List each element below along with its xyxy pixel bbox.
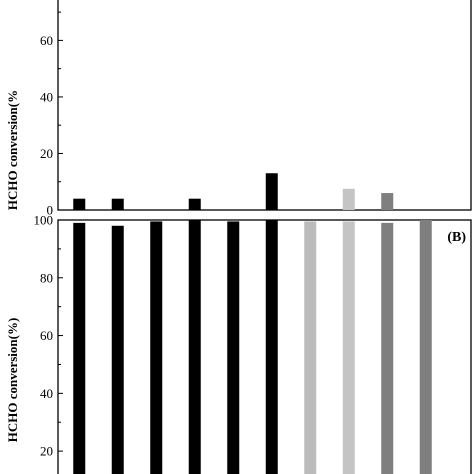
panel-b-bar-3	[150, 221, 163, 474]
panel-b-bar-2	[111, 225, 124, 474]
panel-a-frame	[57, 0, 472, 211]
panel-a-y-tick-label: 20	[40, 146, 53, 161]
panel-a: 0 20 40 60 HCHO conversion(%	[5, 0, 472, 218]
panel-b-y-tick-label: 20	[40, 444, 53, 459]
panel-b-bar-4	[188, 220, 201, 474]
panel-a-y-tick-label: 60	[40, 33, 53, 48]
panel-a-bar-9	[381, 193, 394, 210]
panel-a-bar-2	[111, 198, 124, 210]
panel-b-y-axis-label: HCHO conversion(%)	[5, 318, 20, 443]
panel-b: 20 40 60 80 100 HCHO conversion(%) (B)	[5, 213, 472, 474]
panel-b-bar-5	[227, 221, 240, 474]
panel-a-bar-1	[73, 198, 86, 210]
panel-b-y-tick-label: 100	[34, 213, 54, 228]
panel-b-frame	[57, 219, 472, 474]
panel-b-y-tick-label: 80	[40, 270, 53, 285]
panel-a-y-axis-label: HCHO conversion(%	[5, 90, 20, 210]
panel-a-y-tick-label: 0	[47, 203, 54, 218]
panel-b-y-tick-label: 40	[40, 386, 53, 401]
panel-b-bar-9	[381, 222, 394, 474]
panel-b-bar-1	[73, 222, 86, 474]
panel-b-y-tick-label: 60	[40, 328, 53, 343]
panel-b-bar-6	[265, 220, 278, 474]
panel-a-bar-6	[265, 173, 278, 210]
panel-a-bar-8	[342, 188, 355, 210]
panel-b-bar-7	[304, 221, 317, 474]
panel-b-bar-10	[419, 220, 432, 474]
panel-a-bar-4	[188, 198, 201, 210]
panel-b-bar-8	[342, 221, 355, 474]
panel-a-y-tick-label: 40	[40, 89, 53, 104]
panel-b-label: (B)	[447, 230, 466, 245]
